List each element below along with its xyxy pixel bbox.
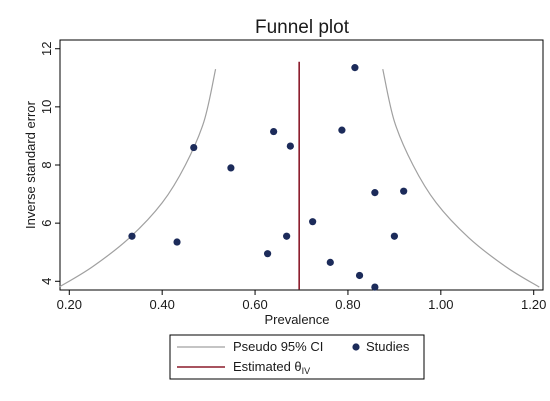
y-tick-label: 6: [39, 220, 54, 227]
study-point: [190, 143, 198, 152]
study-point: [283, 232, 291, 240]
x-tick-label: 0.80: [335, 297, 360, 312]
legend-estimate-label: Estimated θIV: [233, 359, 310, 376]
legend-ci-label: Pseudo 95% CI: [233, 339, 323, 354]
chart-title: Funnel plot: [255, 17, 350, 38]
x-tick-label: 0.60: [242, 297, 267, 312]
study-points: [128, 64, 408, 291]
legend-estimate-label-main: Estimated θ: [233, 359, 302, 374]
x-axis-ticks: 0.20 0.40 0.60 0.80 1.00 1.20: [57, 290, 546, 312]
study-point: [390, 232, 398, 240]
y-tick-label: 4: [39, 278, 54, 285]
study-point: [263, 250, 272, 258]
study-point: [400, 187, 408, 195]
y-tick-label: 8: [39, 161, 54, 168]
x-axis-label: Prevalence: [264, 312, 329, 327]
study-point: [227, 164, 235, 172]
study-point: [326, 258, 334, 266]
ci-left-curve: [58, 68, 217, 288]
legend-estimate-label-sub: IV: [302, 366, 311, 376]
legend-studies-marker: [352, 343, 360, 351]
study-point: [351, 64, 359, 72]
legend-studies-label: Studies: [366, 339, 410, 354]
study-point: [270, 127, 278, 136]
study-point: [355, 271, 364, 280]
study-point: [309, 218, 317, 226]
x-tick-label: 1.00: [428, 297, 453, 312]
plot-region-frame: [59, 39, 544, 291]
x-tick-label: 0.40: [150, 297, 175, 312]
study-point: [338, 126, 346, 134]
study-point: [128, 232, 136, 240]
y-tick-label: 10: [39, 100, 54, 114]
study-point: [173, 238, 181, 246]
y-axis-ticks: 4 6 8 10 12: [39, 41, 60, 285]
legend-box: [169, 334, 425, 380]
legend: Pseudo 95% CI Studies Estimated θIV: [169, 334, 425, 380]
y-axis-label: Inverse standard error: [23, 100, 38, 229]
study-point: [371, 189, 379, 197]
x-tick-label: 1.20: [521, 297, 546, 312]
y-tick-label: 12: [39, 41, 54, 55]
study-point: [286, 142, 294, 150]
ci-right-curve: [382, 68, 540, 288]
study-point: [371, 283, 379, 291]
x-tick-label: 0.20: [57, 297, 82, 312]
